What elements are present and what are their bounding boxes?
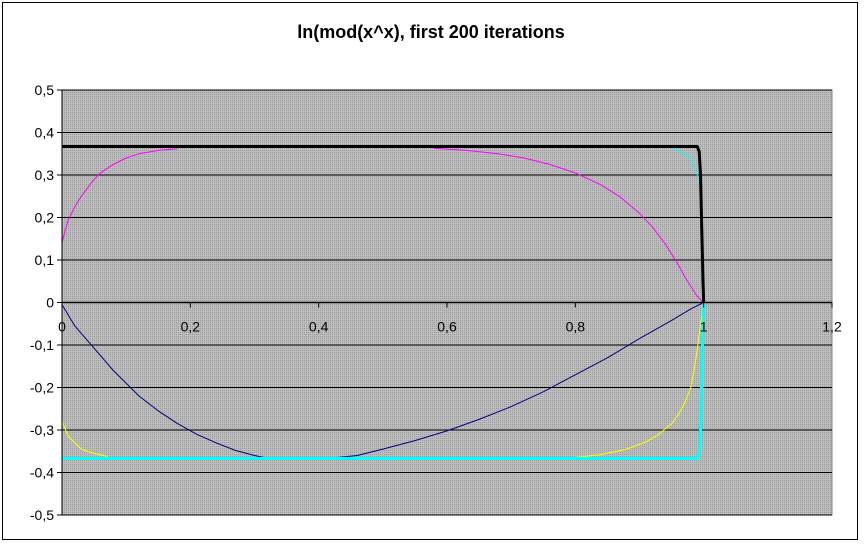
series-line-8 [62, 145, 706, 303]
series-line-6 [61, 421, 108, 457]
y-tick-label: 0,5 [35, 82, 55, 98]
axis-layer [57, 89, 833, 516]
x-tick-label: 0,2 [181, 319, 201, 335]
x-tick-label: 1,2 [822, 319, 842, 335]
chart-title: ln(mod(x^x), first 200 iterations [297, 22, 565, 42]
y-tick-label: -0,3 [30, 422, 54, 438]
x-tick-label: 0,8 [566, 319, 586, 335]
x-tick-label: 0 [58, 319, 66, 335]
x-tick-label: 0,6 [437, 319, 457, 335]
x-tick-label: 0,4 [309, 319, 329, 335]
y-tick-label: 0,3 [35, 167, 55, 183]
series-line-9 [62, 302, 706, 460]
series-line-4 [61, 304, 268, 459]
y-tick-label: -0,2 [30, 380, 54, 396]
series-line-3 [671, 148, 701, 188]
y-tick-label: 0,1 [35, 252, 55, 268]
grid-layer [62, 89, 832, 516]
series-line-7 [568, 302, 705, 459]
series-line-2 [434, 147, 705, 303]
y-tick-label: 0,2 [35, 210, 55, 226]
y-tick-label: 0,4 [35, 125, 55, 141]
y-tick-label: -0,4 [30, 465, 54, 481]
series-layer [61, 145, 706, 460]
x-tick-label: 1 [700, 319, 708, 335]
y-tick-label: -0,5 [30, 507, 54, 523]
series-line-5 [331, 302, 704, 459]
tick-layer: 0,50,40,30,20,10-0,1-0,2-0,3-0,4-0,50 0,2… [30, 82, 842, 523]
y-tick-label: 0 [46, 295, 54, 311]
series-line-1 [61, 148, 178, 244]
y-tick-label: -0,1 [30, 337, 54, 353]
